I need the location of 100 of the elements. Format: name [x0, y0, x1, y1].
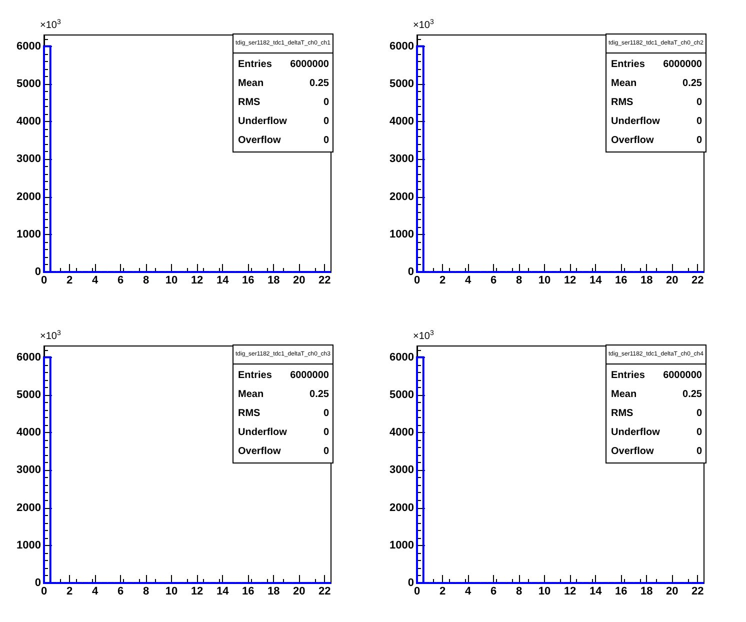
annotation: 0.25	[310, 389, 330, 400]
annotation: Underflow	[238, 427, 288, 438]
x-tick-label: 2	[66, 586, 73, 598]
annotation: 0	[696, 446, 702, 457]
x-tick-label: 18	[267, 586, 280, 598]
annotation: 0	[323, 408, 330, 419]
annotation: 0	[696, 97, 702, 108]
y-tick-label: 6000	[16, 40, 41, 52]
x-tick-label: 2	[439, 586, 446, 598]
annotation: RMS	[611, 97, 634, 108]
x-tick-label: 16	[614, 586, 628, 598]
annotation: 0.25	[682, 78, 702, 89]
x-tick-label: 12	[190, 274, 204, 286]
annotation: Overflow	[238, 135, 282, 146]
y-tick-label: 5000	[390, 78, 414, 90]
x-tick-label: 8	[142, 586, 150, 598]
annotation: Mean	[611, 389, 637, 400]
annotation: Mean	[238, 389, 264, 400]
annotation: 0.25	[310, 78, 330, 89]
y-tick-label: 5000	[390, 388, 414, 401]
y-tick-label: 4000	[390, 426, 414, 439]
x-tick-label: 14	[216, 274, 230, 286]
x-tick-label: 16	[614, 274, 628, 286]
y-tick-label: 3000	[390, 153, 414, 166]
x-tick-label: 14	[216, 586, 230, 598]
annotation: 0	[323, 97, 330, 108]
x-tick-label: 22	[691, 274, 704, 286]
x-tick-label: 14	[589, 586, 603, 598]
x-tick-label: 6	[117, 586, 124, 598]
x-tick-label: 4	[92, 274, 99, 286]
y-tick-label: 2000	[390, 190, 414, 203]
x-tick-label: 10	[165, 274, 178, 286]
y-tick-label: 4000	[390, 116, 414, 128]
x-tick-label: 6	[490, 586, 497, 598]
y-tick-label: 5000	[16, 388, 41, 401]
annotation: RMS	[238, 97, 261, 108]
y-tick-label: 6000	[390, 351, 414, 364]
x-tick-label: 12	[564, 586, 576, 598]
y-tick-label: 1000	[16, 539, 41, 552]
annotation: Overflow	[611, 135, 654, 146]
y-tick-label: 0	[408, 577, 414, 589]
x-tick-label: 20	[666, 274, 678, 286]
y-tick-label: 1000	[390, 539, 414, 552]
y-tick-label: 4000	[16, 116, 41, 128]
annotation: 0	[696, 116, 702, 127]
y-tick-label: 0	[34, 577, 41, 589]
y-tick-label: 6000	[390, 40, 414, 52]
x-tick-label: 20	[292, 586, 306, 598]
x-tick-label: 14	[589, 274, 603, 286]
y-tick-label: 2000	[390, 502, 414, 514]
y-tick-label: 0	[34, 266, 41, 278]
annotation: Mean	[238, 78, 264, 89]
y-tick-label: 3000	[16, 153, 41, 166]
annotation: Entries	[611, 370, 646, 381]
annotation: 0	[696, 408, 702, 419]
annotation: Overflow	[238, 446, 282, 457]
annotation: 0	[323, 446, 330, 457]
x-tick-label: 16	[242, 274, 254, 286]
annotation: 6000000	[663, 370, 702, 381]
x-tick-label: 6	[117, 274, 124, 286]
y-tick-label: 1000	[390, 228, 414, 240]
annotation: RMS	[238, 408, 261, 419]
x-tick-label: 22	[691, 586, 704, 598]
x-tick-label: 16	[242, 586, 254, 598]
y-tick-label: 2000	[16, 190, 41, 203]
y-tick-label: 1000	[16, 228, 41, 240]
annotation: 6000000	[290, 370, 330, 381]
annotation: 0	[323, 135, 330, 146]
y-tick-label: 4000	[16, 426, 41, 439]
x-tick-label: 8	[142, 274, 150, 286]
annotation: 6000000	[290, 59, 330, 70]
x-tick-label: 22	[318, 274, 331, 286]
x-tick-label: 8	[516, 586, 522, 598]
annotation: 0.25	[682, 389, 702, 400]
annotation: Entries	[611, 59, 646, 70]
x-tick-label: 10	[165, 586, 178, 598]
annotation: Entries	[238, 59, 272, 70]
annotation: Underflow	[238, 116, 288, 127]
annotation: 0	[696, 135, 702, 146]
y-tick-label: 3000	[16, 464, 41, 476]
x-tick-label: 22	[318, 586, 331, 598]
x-tick-label: 12	[564, 274, 576, 286]
annotation: Overflow	[611, 446, 654, 457]
x-tick-label: 2	[439, 274, 446, 286]
y-tick-label: 5000	[16, 78, 41, 90]
x-tick-label: 18	[640, 586, 653, 598]
x-tick-label: 18	[640, 274, 653, 286]
x-tick-label: 8	[516, 274, 522, 286]
y-tick-label: 2000	[16, 502, 41, 514]
annotation: 0	[696, 427, 702, 438]
annotation: Mean	[611, 78, 637, 89]
y-tick-label: 3000	[390, 464, 414, 476]
x-tick-label: 18	[267, 274, 280, 286]
annotation: RMS	[611, 408, 634, 419]
y-tick-label: 0	[408, 266, 414, 278]
y-tick-label: 6000	[16, 351, 41, 364]
annotation: 0	[323, 427, 330, 438]
x-tick-label: 4	[464, 274, 472, 286]
annotation: Entries	[238, 370, 272, 381]
x-tick-label: 4	[464, 586, 472, 598]
